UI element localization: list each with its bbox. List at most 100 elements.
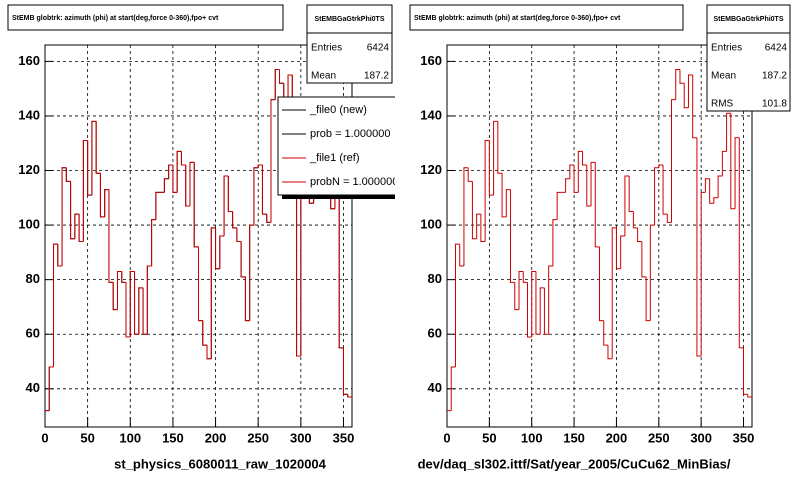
histogram-bin — [531, 270, 536, 337]
x-tick-label: 150 — [162, 430, 184, 445]
x-tick-label: 0 — [443, 430, 450, 445]
histogram-bin — [624, 175, 630, 236]
histogram-bin — [189, 161, 195, 206]
histogram-bin — [202, 320, 208, 346]
histogram-bin — [82, 140, 88, 242]
x-tick-label: 100 — [521, 430, 543, 445]
histogram-bin — [223, 175, 229, 236]
panel: 40 60 80 100 120 140 160 0 50 100 150 200 250 300 350 s… — [7, 4, 395, 471]
histogram-bin — [257, 164, 263, 168]
histogram-bin — [696, 137, 702, 357]
histogram-bin — [675, 69, 680, 100]
histogram-bin — [266, 214, 271, 223]
histogram-bin — [599, 246, 604, 322]
y-tick-label: 140 — [420, 107, 442, 122]
histogram-bin — [548, 265, 553, 335]
histogram-bin — [467, 167, 473, 182]
histogram-bin — [74, 213, 80, 239]
x-tick-label: 150 — [563, 430, 585, 445]
stats-label: RMS — [711, 99, 734, 110]
title-box — [7, 4, 284, 31]
histogram-bin — [65, 167, 71, 182]
x-tick-label: 50 — [482, 430, 496, 445]
histogram-bin — [146, 265, 152, 335]
histogram-bin — [116, 270, 122, 310]
x-tick-label: 300 — [290, 430, 312, 445]
histogram-bin — [692, 75, 697, 139]
histogram-bin — [210, 227, 216, 359]
histogram-bin — [590, 161, 596, 206]
histogram-bin — [450, 366, 456, 411]
histogram-bin — [671, 99, 676, 223]
stats-value: 101.8 — [762, 99, 787, 110]
histogram-bin — [514, 282, 520, 311]
histogram-bin — [240, 241, 246, 278]
histogram-bin — [628, 175, 634, 212]
histogram-bin — [193, 162, 199, 248]
histogram-bin — [219, 235, 225, 269]
x-tick-label: 50 — [80, 430, 94, 445]
legend-box — [277, 96, 395, 196]
title-box — [409, 4, 684, 31]
histogram-bin — [163, 178, 169, 193]
y-tick-label: 100 — [18, 217, 40, 232]
histogram-bin — [142, 287, 148, 335]
histogram-bin — [687, 74, 693, 108]
histogram-bin — [347, 394, 352, 398]
chart-title: StEMB globtrk: azimuth (phi) at start(de… — [414, 15, 621, 22]
y-tick-label: 160 — [420, 53, 442, 68]
histogram-bin — [747, 394, 752, 398]
histogram-bin — [198, 246, 203, 322]
histogram-bin — [168, 164, 173, 179]
histogram-bin — [594, 162, 600, 248]
histogram-bin — [683, 83, 689, 109]
x-tick-label: 250 — [247, 430, 269, 445]
x-tick-label: 350 — [733, 430, 755, 445]
histogram-bin — [185, 165, 190, 207]
y-tick-label: 80 — [26, 271, 40, 286]
histogram-bin — [645, 276, 651, 322]
histogram-bin — [70, 181, 75, 240]
stats-value: 187.2 — [762, 71, 787, 82]
legend-label: _file0 (new) — [309, 104, 367, 116]
histogram-bin — [296, 137, 301, 357]
stats-value: 187.2 — [364, 71, 389, 82]
chart-title: StEMB globtrk: azimuth (phi) at start(de… — [12, 15, 219, 22]
histogram-bin — [615, 227, 621, 270]
stats-value: 6424 — [765, 43, 788, 54]
stats-label: Mean — [711, 71, 736, 82]
histogram-bin — [61, 167, 67, 267]
y-tick-label: 120 — [420, 162, 442, 177]
histogram-bin — [552, 219, 558, 267]
histogram-bin — [180, 151, 186, 166]
y-tick-label: 100 — [420, 217, 442, 232]
histogram-bin — [53, 243, 58, 367]
histogram-bin — [662, 165, 668, 215]
histogram-bin — [510, 189, 515, 283]
stats-title: StEMBGaGtrkPhi0TS — [713, 16, 783, 23]
histogram-bin — [215, 227, 220, 270]
histogram-bin — [726, 112, 731, 152]
histogram-bin — [543, 287, 549, 335]
histogram-bin — [172, 165, 178, 193]
histogram-bin — [493, 120, 498, 196]
legend-label: prob = 1.000000 — [310, 128, 390, 140]
histogram-bin — [270, 99, 276, 223]
plot-frame — [446, 44, 753, 428]
histogram-bin — [632, 211, 638, 229]
histogram-bin — [104, 189, 109, 217]
histogram-bin — [249, 224, 254, 321]
histogram-bin — [463, 167, 469, 267]
y-tick-label: 60 — [26, 326, 40, 341]
stats-label: Entries — [311, 43, 342, 54]
histogram-bin — [565, 178, 570, 193]
y-tick-label: 140 — [18, 107, 40, 122]
histogram-bin — [582, 151, 587, 166]
histogram-bin — [57, 244, 63, 267]
stats-label: Mean — [311, 71, 336, 82]
stats-title: StEMBGaGtrkPhi0TS — [314, 16, 384, 23]
histogram-bin — [620, 235, 625, 269]
stats-box — [306, 4, 393, 84]
histogram-bin — [99, 173, 105, 218]
